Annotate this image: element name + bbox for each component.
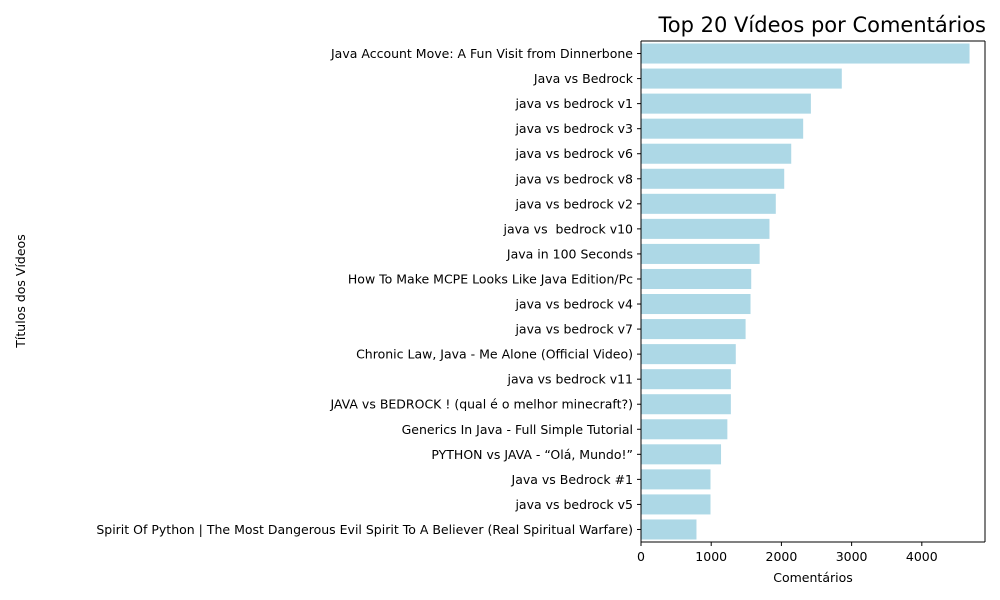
- bar: [641, 118, 804, 139]
- bar: [641, 243, 760, 264]
- category-label: java vs bedrock v11: [506, 372, 633, 387]
- bar: [641, 218, 770, 239]
- bar: [641, 143, 792, 164]
- x-tick-label: 0: [637, 549, 645, 564]
- category-label: Java in 100 Seconds: [506, 246, 633, 261]
- bar: [641, 419, 728, 440]
- category-label: Spirit Of Python | The Most Dangerous Ev…: [96, 522, 633, 537]
- bar: [641, 43, 970, 64]
- x-tick-label: 1000: [695, 549, 727, 564]
- category-label: Generics In Java - Full Simple Tutorial: [402, 422, 633, 437]
- bar: [641, 268, 752, 289]
- x-tick-label: 4000: [906, 549, 938, 564]
- category-label: java vs bedrock v7: [514, 322, 633, 337]
- category-label: Java vs Bedrock: [533, 71, 634, 86]
- bar: [641, 294, 751, 315]
- category-label: Chronic Law, Java - Me Alone (Official V…: [356, 347, 633, 362]
- category-label: java vs bedrock v10: [503, 221, 634, 236]
- bar: [641, 444, 722, 465]
- category-label: PYTHON vs JAVA - “Olá, Mundo!”: [431, 447, 633, 462]
- chart-title: Top 20 Vídeos por Comentários: [658, 13, 986, 37]
- x-tick-label: 3000: [836, 549, 868, 564]
- bar: [641, 93, 811, 114]
- bar: [641, 319, 746, 340]
- category-label: java vs bedrock v8: [514, 171, 633, 186]
- bar: [641, 494, 711, 515]
- bar: [641, 68, 842, 89]
- category-label: Java vs Bedrock #1: [511, 472, 633, 487]
- category-label: java vs bedrock v4: [514, 297, 633, 312]
- category-label: java vs bedrock v1: [514, 96, 633, 111]
- category-label: java vs bedrock v6: [514, 146, 633, 161]
- bar: [641, 193, 776, 214]
- x-axis-ticks: 0 1000 2000 3000 4000: [637, 542, 938, 564]
- category-label: How To Make MCPE Looks Like Java Edition…: [348, 271, 633, 286]
- x-tick-label: 2000: [766, 549, 798, 564]
- category-label: Java Account Move: A Fun Visit from Dinn…: [330, 46, 633, 61]
- bar: [641, 344, 736, 365]
- bar: [641, 168, 785, 189]
- x-axis-title: Comentários: [773, 570, 853, 585]
- category-labels: Java Account Move: A Fun Visit from Dinn…: [96, 46, 641, 537]
- bar: [641, 469, 711, 490]
- category-label: java vs bedrock v5: [514, 497, 633, 512]
- category-label: JAVA vs BEDROCK ! (qual é o melhor minec…: [329, 397, 633, 412]
- bar: [641, 369, 731, 390]
- y-axis-title: Títulos dos Vídeos: [13, 234, 28, 348]
- category-label: java vs bedrock v3: [514, 121, 633, 136]
- bars-layer: [641, 43, 970, 540]
- bar: [641, 519, 697, 540]
- bar: [641, 394, 731, 415]
- category-label: java vs bedrock v2: [514, 196, 633, 211]
